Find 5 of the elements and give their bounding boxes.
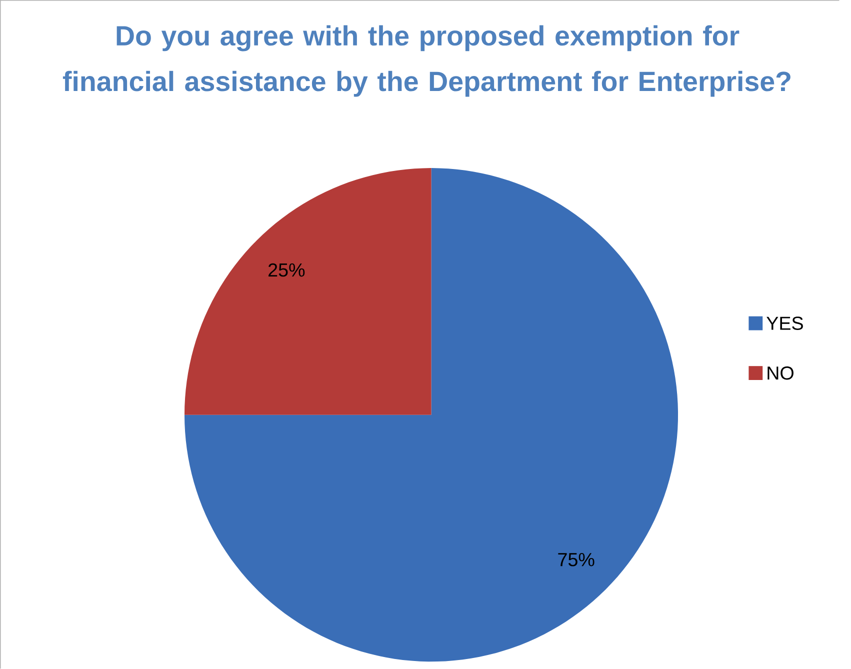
legend-label: NO (768, 366, 794, 380)
data-label: 25% (268, 263, 305, 277)
data-label: 75% (558, 553, 594, 566)
chart-title: Do you agree with the proposed exemption for financial assistance by the Department for Enterprise? (62, 25, 790, 97)
legend-label: YES (766, 316, 803, 330)
